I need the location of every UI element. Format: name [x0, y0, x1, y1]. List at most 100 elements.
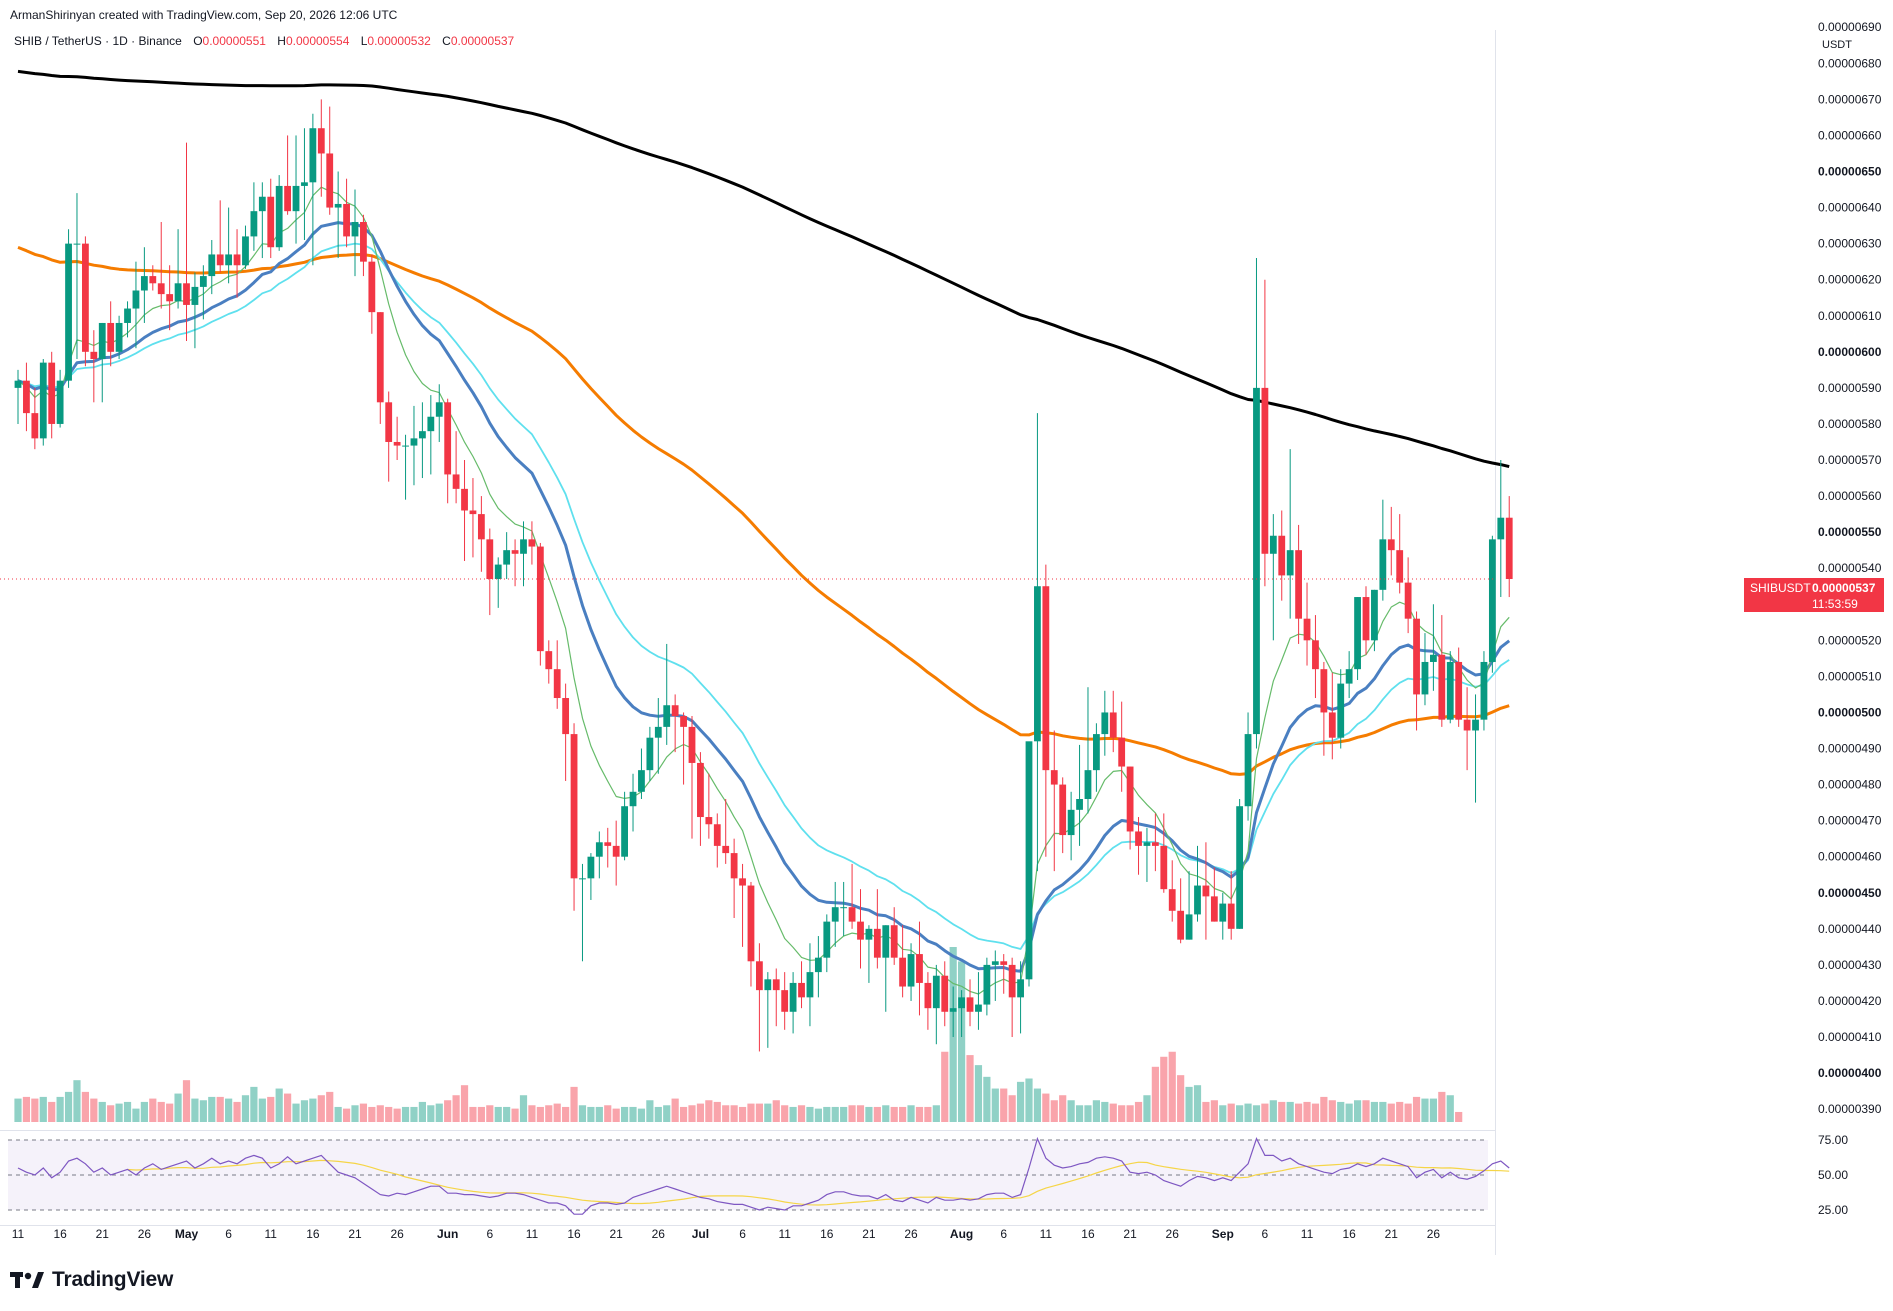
price-axis-tick: 0.00000480: [1818, 778, 1882, 792]
volume-bar: [1404, 1103, 1412, 1122]
ma-100-line: [17, 246, 1510, 776]
volume-bar: [359, 1103, 368, 1122]
volume-bar: [1126, 1105, 1134, 1122]
candle-body: [1118, 737, 1126, 767]
candle-body: [250, 211, 258, 237]
candle-body: [166, 294, 174, 302]
volume-bar: [1303, 1101, 1311, 1122]
tradingview-logo-icon: [10, 1272, 44, 1288]
price-axis-tick: 0.00000440: [1818, 922, 1882, 936]
volume-bar: [1050, 1100, 1058, 1122]
time-axis-tick: 11: [778, 1227, 791, 1241]
symbol-info[interactable]: SHIB / TetherUS · 1D · Binance: [14, 34, 182, 48]
candle-body: [1438, 654, 1446, 720]
candle-body: [629, 791, 637, 807]
candle-body: [1463, 719, 1471, 731]
volume-bar: [376, 1105, 384, 1122]
volume-bar: [73, 1080, 81, 1122]
time-axis-tick: Sep: [1212, 1227, 1234, 1241]
candle-body: [233, 254, 241, 266]
volume-bar: [882, 1105, 890, 1122]
candle-body: [1303, 618, 1311, 641]
candle-body: [739, 878, 746, 886]
volume-bar: [1244, 1103, 1252, 1122]
volume-bar: [1455, 1111, 1463, 1122]
candle-body: [1371, 589, 1378, 641]
candle-body: [486, 539, 494, 580]
volume-bar: [1075, 1105, 1084, 1122]
candle-body: [326, 153, 334, 208]
volume-bar: [1084, 1105, 1092, 1122]
volume-bar: [772, 1100, 780, 1122]
volume-bar: [444, 1100, 452, 1122]
volume-bar: [31, 1098, 39, 1122]
volume-bar: [1016, 1081, 1025, 1122]
candle-body: [924, 982, 932, 1009]
tradingview-logo[interactable]: TradingView: [10, 1268, 173, 1292]
candle-body: [722, 845, 730, 854]
volume-bar: [941, 1051, 949, 1122]
ma-cyan-line: [17, 242, 1510, 950]
volume-bar: [511, 1108, 519, 1122]
time-axis-tick: 21: [348, 1227, 362, 1241]
time-axis-tick: Jun: [437, 1227, 458, 1241]
candle-body: [317, 128, 325, 154]
candle-body: [932, 975, 940, 1009]
candle-body: [452, 474, 460, 489]
volume-bar: [595, 1106, 603, 1122]
volume-bar: [1269, 1100, 1277, 1122]
candle-body: [469, 510, 477, 515]
candle-body: [1109, 712, 1117, 738]
volume-bar: [646, 1100, 654, 1122]
volume-bar: [612, 1108, 620, 1122]
close-label: C: [442, 34, 451, 48]
price-axis-tick: 0.00000570: [1818, 453, 1882, 467]
time-axis-tick: 21: [1385, 1227, 1399, 1241]
last-price-value: 0.00000537: [1812, 581, 1876, 595]
volume-bar: [98, 1101, 106, 1122]
candle-body: [461, 488, 468, 511]
volume-bar: [654, 1106, 662, 1122]
candle-body: [1017, 979, 1024, 998]
candle-body: [1320, 669, 1328, 713]
candle-body: [1328, 712, 1336, 738]
candle-body: [654, 726, 662, 738]
volume-bar: [309, 1098, 317, 1122]
volume-bar: [1210, 1100, 1218, 1122]
ma-50-line: [17, 221, 1511, 973]
ma-200-line: [17, 69, 1510, 469]
volume-bar: [587, 1106, 595, 1122]
candle-body: [646, 737, 654, 771]
price-axis-tick: 0.00000560: [1818, 489, 1882, 503]
volume-bar: [342, 1108, 351, 1122]
volume-bar: [1362, 1100, 1370, 1122]
rsi-axis-tick: 50.00: [1818, 1168, 1848, 1182]
volume-bar: [14, 1098, 22, 1122]
candle-body: [814, 957, 822, 973]
price-axis-tick: 0.00000520: [1818, 633, 1882, 647]
candle-body: [444, 402, 452, 475]
candle-body: [612, 845, 620, 857]
volume-bar: [199, 1100, 207, 1122]
volume-bar: [292, 1103, 300, 1122]
volume-bar: [915, 1106, 924, 1122]
candle-body: [419, 431, 426, 439]
last-price-tag: SHIBUSDT 0.00000537 11:53:59: [1744, 578, 1884, 612]
volume-bar: [427, 1105, 435, 1122]
volume-bar: [705, 1100, 713, 1122]
candle-body: [132, 290, 140, 309]
volume-bar: [334, 1106, 342, 1122]
volume-bar: [267, 1096, 275, 1122]
candle-body: [174, 283, 182, 302]
volume-bar: [1134, 1101, 1143, 1122]
candle-body: [301, 182, 308, 186]
volume-bar: [1438, 1091, 1446, 1122]
candle-body: [831, 907, 839, 922]
volume-bar: [1033, 1088, 1042, 1122]
candle-body: [958, 997, 965, 1009]
candle-body: [107, 322, 115, 352]
candle-body: [157, 283, 165, 295]
price-axis-tick: 0.00000590: [1818, 381, 1882, 395]
candle-body: [553, 669, 561, 699]
